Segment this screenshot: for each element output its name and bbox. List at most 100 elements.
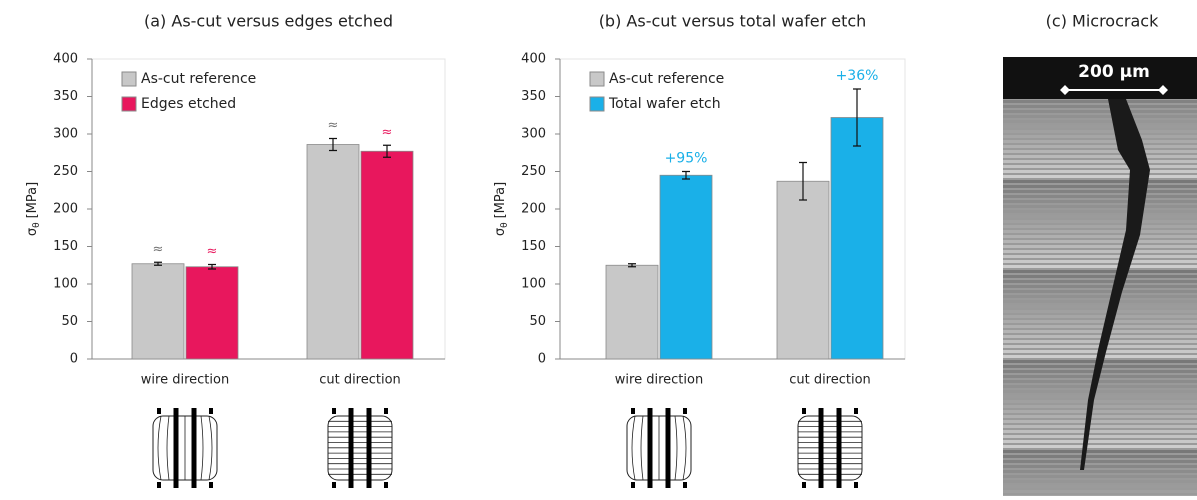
stripe	[1003, 425, 1197, 428]
stripe	[1003, 455, 1197, 458]
error-bar	[853, 88, 861, 147]
bar-annotation: ≈	[153, 242, 164, 257]
icon-tab	[802, 482, 806, 488]
stripe	[1003, 135, 1197, 138]
stripe	[1003, 385, 1197, 388]
icon-bar	[366, 408, 372, 488]
icon-tab	[384, 408, 388, 414]
stripe	[1003, 465, 1197, 468]
stripe	[1003, 460, 1197, 463]
x-tick-label: wire direction	[141, 373, 229, 388]
icon-tab	[802, 408, 806, 414]
stripe	[1003, 335, 1197, 338]
legend-swatch	[121, 71, 137, 87]
y-tick-label: 200	[53, 202, 78, 217]
bar	[830, 117, 884, 360]
bar	[659, 174, 713, 360]
y-tick-label: 300	[521, 127, 546, 142]
bar	[306, 144, 360, 360]
stripe	[1003, 255, 1197, 258]
stripe	[1003, 400, 1197, 403]
stripe	[1003, 245, 1197, 248]
stripe	[1003, 265, 1197, 268]
icon-tab	[157, 408, 161, 414]
y-tick-label: 350	[521, 89, 546, 104]
scale-bar-label: 200 µm	[1078, 62, 1150, 82]
stripe	[1003, 390, 1197, 393]
stripe	[1003, 235, 1197, 238]
icon-tab	[332, 482, 336, 488]
y-tick-label: 300	[53, 127, 78, 142]
crack	[1080, 99, 1150, 470]
icon-tab	[209, 408, 213, 414]
stripe	[1003, 130, 1197, 133]
stripe	[1003, 420, 1197, 423]
stripe	[1003, 190, 1197, 193]
icon-line	[640, 415, 644, 481]
direction-icon	[626, 408, 692, 488]
y-axis-label: σθ [MPa]	[493, 182, 510, 236]
stripe	[1003, 145, 1197, 148]
stripe	[1003, 240, 1197, 243]
icon-tab	[384, 482, 388, 488]
stripe	[1003, 375, 1197, 378]
stripe	[1003, 150, 1197, 153]
stripe	[1003, 175, 1197, 178]
stripe	[1003, 280, 1197, 283]
stripe	[1003, 220, 1197, 223]
chart-title: (b) As-cut versus total wafer etch	[599, 12, 867, 31]
stripe	[1003, 470, 1197, 473]
stripe	[1003, 260, 1197, 263]
y-axis-label-part: σ	[25, 228, 40, 236]
direction-icon	[327, 408, 393, 488]
stripe	[1003, 160, 1197, 163]
icon-bar	[348, 408, 354, 488]
stripe	[1003, 165, 1197, 168]
bar	[185, 266, 239, 360]
y-tick-label: 0	[538, 352, 546, 367]
stripe	[1003, 395, 1197, 398]
stripe	[1003, 300, 1197, 303]
icon-bar	[191, 408, 197, 488]
stripe	[1003, 185, 1197, 188]
icon-tab	[332, 408, 336, 414]
legend-label: As-cut reference	[141, 71, 256, 87]
stripe	[1003, 405, 1197, 408]
icon-line	[682, 415, 687, 481]
micrograph-panel: (c) Microcrack 200 µm	[1003, 12, 1197, 498]
stripe	[1003, 110, 1197, 113]
error-bar	[682, 170, 690, 180]
y-axis-label-part: θ	[500, 222, 510, 228]
y-tick-label: 150	[53, 239, 78, 254]
icon-tab	[683, 408, 687, 414]
stripe	[1003, 225, 1197, 228]
icon-tab	[157, 482, 161, 488]
stripe	[1003, 330, 1197, 333]
bar	[776, 180, 830, 360]
icon-line	[166, 415, 170, 481]
stripe	[1003, 320, 1197, 323]
y-tick-label: 250	[53, 164, 78, 179]
stripe	[1003, 200, 1197, 203]
bar-annotation: ≈	[382, 125, 393, 140]
icon-bar	[818, 408, 824, 488]
icon-bar	[647, 408, 653, 488]
icon-tab	[854, 408, 858, 414]
x-tick-label: cut direction	[319, 373, 401, 388]
stripe	[1003, 230, 1197, 233]
stripe	[1003, 275, 1197, 278]
error-bar	[383, 144, 391, 158]
icon-line	[631, 415, 636, 481]
error-bar	[628, 263, 636, 268]
stripe	[1003, 205, 1197, 208]
stripe	[1003, 180, 1197, 183]
stripe	[1003, 195, 1197, 198]
legend-swatch	[121, 96, 137, 112]
stripe	[1003, 250, 1197, 253]
icon-bar	[665, 408, 671, 488]
stripe	[1003, 310, 1197, 313]
stripe	[1003, 415, 1197, 418]
bar-annotation: +36%	[836, 68, 879, 84]
stripe	[1003, 450, 1197, 453]
y-axis-label-part: [MPa]	[25, 182, 40, 219]
